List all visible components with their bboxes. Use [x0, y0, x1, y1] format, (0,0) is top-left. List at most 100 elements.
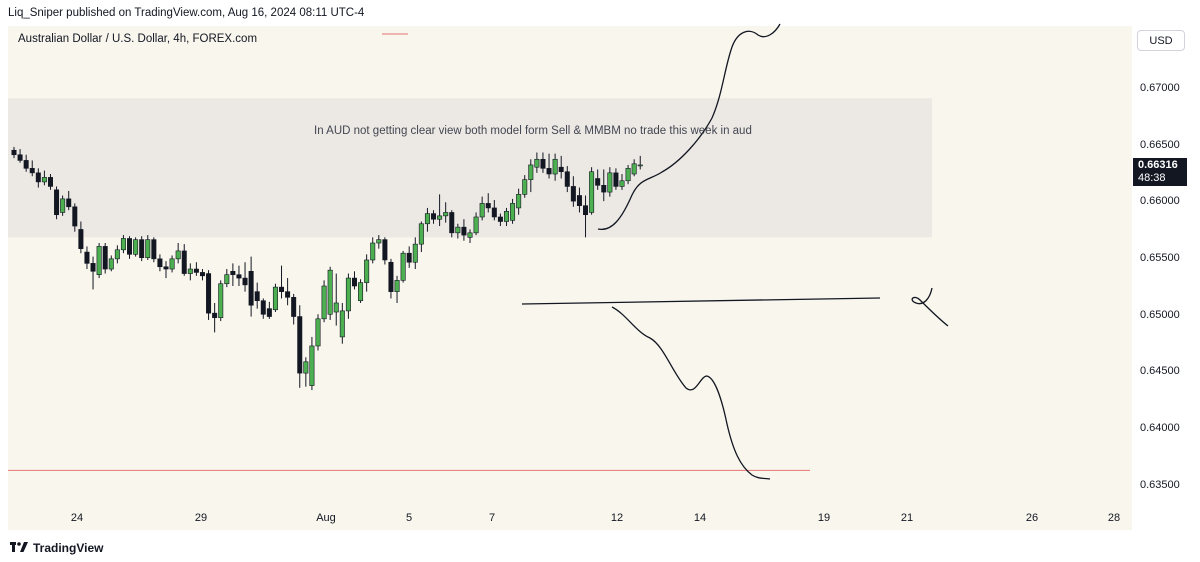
bearish-candle — [351, 277, 357, 287]
bearish-candle — [78, 229, 84, 249]
bearish-candle — [285, 291, 291, 298]
bullish-candle — [114, 249, 120, 260]
bearish-candle — [236, 274, 242, 279]
bearish-candle — [193, 268, 199, 273]
bullish-candle — [96, 246, 102, 275]
price-tick-label: 0.64500 — [1140, 365, 1180, 377]
bullish-candle — [607, 172, 613, 193]
bullish-candle — [455, 226, 461, 234]
bearish-candle — [583, 205, 589, 216]
bearish-candle — [72, 206, 78, 227]
bullish-candle — [133, 239, 139, 255]
price-tick-label: 0.63500 — [1140, 479, 1180, 491]
time-tick-label: 24 — [70, 512, 84, 524]
bearish-candle — [546, 168, 552, 175]
bullish-candle — [443, 212, 449, 217]
bearish-candle — [461, 226, 467, 236]
symbol-title[interactable]: Australian Dollar / U.S. Dollar, 4h, FOR… — [18, 33, 258, 45]
bearish-candle — [595, 178, 601, 186]
drawing-downward-curve[interactable] — [611, 306, 771, 480]
bearish-candle — [576, 195, 582, 206]
bullish-candle — [364, 259, 370, 283]
bullish-candle — [272, 286, 278, 311]
bearish-candle — [242, 277, 248, 286]
bullish-candle — [437, 215, 443, 220]
bearish-candle — [66, 198, 72, 208]
bullish-candle — [528, 164, 534, 180]
bullish-candle — [370, 242, 376, 261]
drawing-horizontal-line[interactable] — [521, 297, 881, 305]
bullish-candle — [169, 258, 175, 270]
bullish-candle — [175, 250, 181, 260]
bearish-candle — [388, 261, 394, 292]
bearish-candle — [613, 172, 619, 187]
bearish-candle — [279, 286, 285, 292]
bullish-candle — [327, 269, 333, 315]
bearish-candle — [17, 154, 23, 161]
bearish-candle — [84, 251, 90, 264]
bearish-candle — [406, 252, 412, 263]
bullish-candle — [145, 239, 151, 259]
bar-countdown: 48:38 — [1138, 172, 1166, 184]
bullish-candle — [315, 318, 321, 347]
bearish-candle — [199, 272, 205, 277]
bearish-candle — [29, 168, 35, 174]
bearish-candle — [127, 238, 133, 255]
tradingview-brand[interactable]: TradingView — [10, 540, 103, 556]
bullish-candle — [400, 252, 406, 281]
bullish-candle — [625, 168, 631, 182]
time-tick-label: Aug — [316, 512, 336, 524]
bullish-candle — [108, 258, 114, 270]
currency-button[interactable]: USD — [1137, 30, 1185, 51]
bullish-candle — [473, 216, 479, 234]
bearish-candle — [157, 258, 163, 268]
bearish-candle — [163, 266, 169, 270]
price-scale[interactable] — [1132, 26, 1192, 528]
price-tick-label: 0.66500 — [1140, 139, 1180, 151]
bullish-candle — [631, 163, 637, 175]
bullish-candle — [510, 203, 516, 221]
bearish-candle — [601, 185, 607, 193]
candles — [11, 146, 643, 391]
bearish-candle — [570, 186, 576, 202]
zone-annotation-text[interactable]: In AUD not getting clear view both model… — [314, 125, 752, 137]
bearish-candle — [23, 160, 29, 169]
bearish-candle — [297, 316, 303, 374]
brand-name: TradingView — [33, 541, 104, 555]
bullish-candle — [479, 203, 485, 218]
bullish-candle — [516, 194, 522, 209]
price-tick-label: 0.65500 — [1140, 252, 1180, 264]
bullish-candle — [467, 232, 473, 238]
bearish-candle — [248, 270, 254, 306]
publish-info: Liq_Sniper published on TradingView.com,… — [8, 7, 365, 19]
time-tick-label: 14 — [693, 512, 707, 524]
bullish-candle — [424, 213, 430, 225]
price-tick-label: 0.65000 — [1140, 309, 1180, 321]
bearish-candle — [382, 239, 388, 261]
bearish-candle — [230, 270, 236, 275]
bearish-candle — [47, 177, 53, 187]
bullish-candle — [522, 179, 528, 195]
bearish-candle — [11, 149, 17, 156]
time-tick-label: 5 — [405, 512, 413, 524]
bullish-candle — [333, 302, 339, 313]
analysis-zone[interactable] — [8, 98, 932, 238]
top-bar: Liq_Sniper published on TradingView.com,… — [0, 0, 1200, 26]
bullish-candle — [358, 282, 364, 302]
bullish-candle — [339, 310, 345, 338]
bullish-candle — [589, 171, 595, 213]
bullish-candle — [503, 211, 509, 222]
bullish-candle — [534, 158, 540, 168]
bearish-candle — [485, 203, 491, 209]
bullish-candle — [552, 158, 558, 175]
bearish-candle — [206, 273, 212, 314]
drawing-checkmark-scribble[interactable] — [911, 287, 949, 327]
bullish-candle — [637, 164, 643, 167]
bullish-candle — [619, 180, 625, 187]
bearish-candle — [102, 246, 108, 270]
time-scale[interactable] — [8, 508, 1132, 530]
drawing-upward-curve[interactable] — [597, 23, 781, 230]
bearish-candle — [139, 239, 145, 259]
bearish-candle — [181, 250, 187, 274]
